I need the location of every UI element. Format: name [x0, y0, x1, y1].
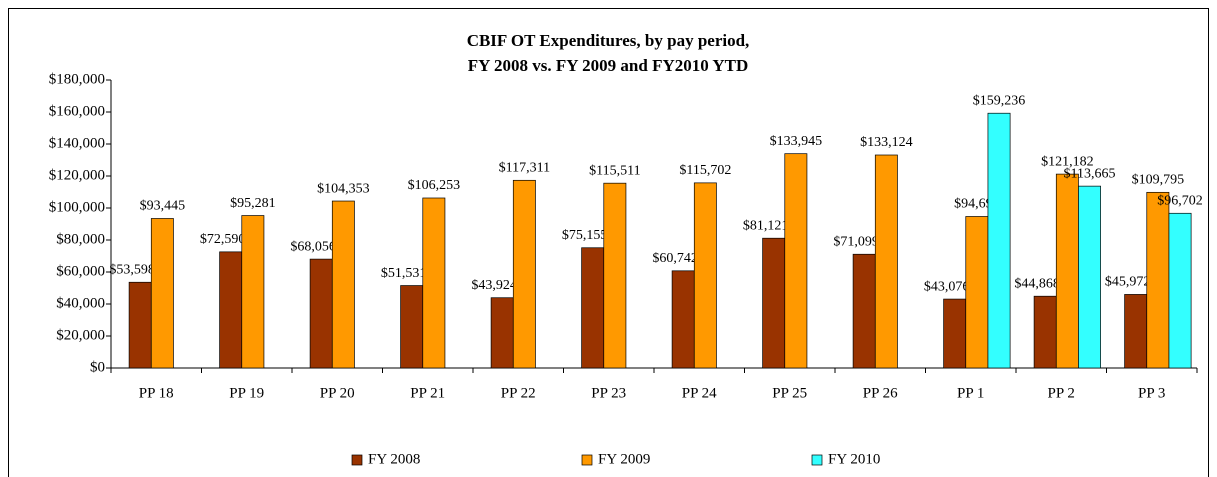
- bar: [603, 182, 627, 369]
- bar: [400, 285, 424, 369]
- bar: [512, 179, 536, 369]
- x-tick-label: PP 20: [320, 385, 355, 401]
- x-tick-label: PP 25: [772, 385, 807, 401]
- bar: [490, 297, 514, 369]
- value-label: $51,531: [381, 266, 427, 281]
- value-label: $117,311: [499, 161, 550, 176]
- value-label: $115,511: [589, 163, 640, 178]
- x-tick-label: PP 1: [957, 385, 984, 401]
- y-tick-label: $180,000: [49, 71, 105, 87]
- bar: [1078, 185, 1101, 369]
- value-label: $104,353: [317, 181, 370, 196]
- x-tick-label: PP 26: [863, 385, 898, 401]
- value-label: $71,099: [833, 234, 879, 249]
- value-label: $106,253: [408, 178, 461, 193]
- bar: [219, 251, 243, 369]
- y-tick-label: $160,000: [49, 103, 105, 119]
- bar: [1124, 294, 1148, 369]
- bar: [784, 153, 808, 369]
- bar: [1168, 212, 1192, 369]
- chart-title: CBIF OT Expenditures, by pay period,: [467, 31, 750, 50]
- bar: [987, 112, 1011, 369]
- y-tick-label: $120,000: [49, 167, 105, 183]
- bar: [1055, 173, 1079, 369]
- bar: [671, 270, 695, 369]
- bar: [241, 215, 265, 369]
- x-tick-label: PP 18: [139, 385, 174, 401]
- legend-label: FY 2010: [828, 451, 880, 467]
- value-label: $115,702: [679, 163, 731, 178]
- value-label: $43,076: [924, 279, 970, 294]
- value-label: $109,795: [1132, 173, 1185, 188]
- value-label: $68,056: [290, 239, 336, 254]
- x-tick-label: PP 19: [229, 385, 264, 401]
- y-tick-label: $0: [90, 359, 105, 375]
- x-tick-label: PP 24: [682, 385, 717, 401]
- bar: [1033, 295, 1057, 369]
- value-label: $159,236: [973, 93, 1026, 108]
- value-label: $113,665: [1064, 166, 1116, 181]
- value-label: $93,445: [140, 199, 186, 214]
- value-label: $43,924: [471, 278, 517, 293]
- bar: [581, 247, 605, 369]
- x-tick-label: PP 22: [501, 385, 536, 401]
- value-label: $60,742: [652, 251, 698, 266]
- x-tick-label: PP 21: [410, 385, 445, 401]
- value-label: $133,945: [770, 134, 823, 149]
- value-label: $53,598: [109, 262, 155, 277]
- legend-swatch: [811, 454, 823, 466]
- bar: [1146, 191, 1170, 369]
- y-tick-label: $140,000: [49, 135, 105, 151]
- x-tick-label: PP 2: [1048, 385, 1075, 401]
- bar: [852, 253, 876, 369]
- value-label: $81,121: [743, 218, 789, 233]
- legend-label: FY 2009: [598, 451, 650, 467]
- legend-swatch: [351, 454, 363, 466]
- value-label: $133,124: [860, 135, 913, 150]
- chart-subtitle: FY 2008 vs. FY 2009 and FY2010 YTD: [468, 56, 749, 75]
- bar: [422, 197, 446, 369]
- value-label: $95,281: [230, 196, 276, 211]
- x-tick-label: PP 23: [591, 385, 626, 401]
- value-label: $72,590: [200, 232, 246, 247]
- bar: [331, 200, 355, 369]
- value-label: $44,868: [1014, 276, 1060, 291]
- bar: [965, 216, 989, 369]
- bar: [943, 298, 967, 369]
- bar: [874, 154, 898, 369]
- legend-swatch: [581, 454, 593, 466]
- x-tick-label: PP 3: [1138, 385, 1165, 401]
- bar: [150, 218, 174, 369]
- y-tick-label: $100,000: [49, 199, 105, 215]
- bar: [693, 182, 717, 369]
- legend-label: FY 2008: [368, 451, 420, 467]
- value-label: $75,155: [562, 228, 608, 243]
- y-tick-label: $20,000: [56, 327, 105, 343]
- y-tick-label: $40,000: [56, 295, 105, 311]
- value-label: $45,972: [1105, 275, 1151, 290]
- bar: [309, 258, 333, 369]
- y-tick-label: $60,000: [56, 263, 105, 279]
- y-tick-label: $80,000: [56, 231, 105, 247]
- bar: [762, 237, 786, 369]
- bar: [128, 281, 152, 369]
- value-label: $121,182: [1041, 154, 1094, 169]
- value-label: $96,702: [1157, 193, 1203, 208]
